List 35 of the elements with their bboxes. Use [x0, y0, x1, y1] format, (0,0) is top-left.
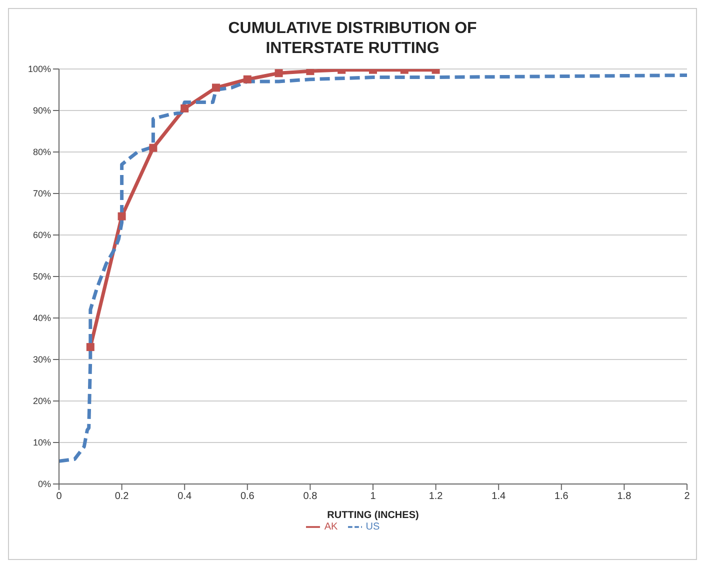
- x-tick-label: 1.8: [617, 491, 632, 502]
- y-tick-label: 60%: [32, 230, 51, 240]
- x-tick-label: 1.6: [554, 491, 569, 502]
- point: [274, 69, 283, 78]
- x-axis-title: RUTTING (INCHES): [327, 510, 419, 521]
- x-tick-label: 2: [684, 491, 690, 502]
- x-tick-label: 0.6: [240, 491, 255, 502]
- y-tick-label: 70%: [32, 188, 51, 199]
- y-tick-label: 90%: [32, 106, 51, 116]
- y-tick-label: 30%: [32, 354, 51, 365]
- y-tick-label: 20%: [32, 396, 51, 406]
- point: [243, 75, 252, 84]
- x-tick-label: 0.2: [114, 491, 130, 502]
- legend-label: AK: [324, 522, 338, 533]
- x-tick-label: 0.8: [303, 491, 318, 502]
- point: [180, 104, 189, 112]
- x-tick-label: 0: [56, 491, 62, 502]
- x-tick-label: 1: [370, 491, 376, 502]
- point: [212, 84, 220, 92]
- y-tick-label: 100%: [28, 64, 51, 74]
- y-tick-label: 80%: [32, 147, 51, 158]
- y-tick-label: 50%: [32, 272, 51, 282]
- x-tick-label: 0.4: [178, 491, 192, 502]
- x-tick-label: 1.2: [428, 491, 444, 502]
- legend-label: US: [366, 522, 380, 533]
- y-tick-label: 40%: [32, 313, 51, 324]
- line-series: [59, 73, 687, 463]
- point: [306, 69, 314, 76]
- y-tick-label: 0%: [38, 479, 51, 490]
- x-tick-label: 1.4: [492, 491, 506, 502]
- chart-title: CUMULATIVE DISTRIBUTION OF INTERSTATE RUTTING: [227, 19, 478, 59]
- point: [86, 343, 94, 352]
- y-tick-label: 10%: [32, 438, 51, 448]
- point: [149, 144, 158, 152]
- point: [118, 212, 126, 220]
